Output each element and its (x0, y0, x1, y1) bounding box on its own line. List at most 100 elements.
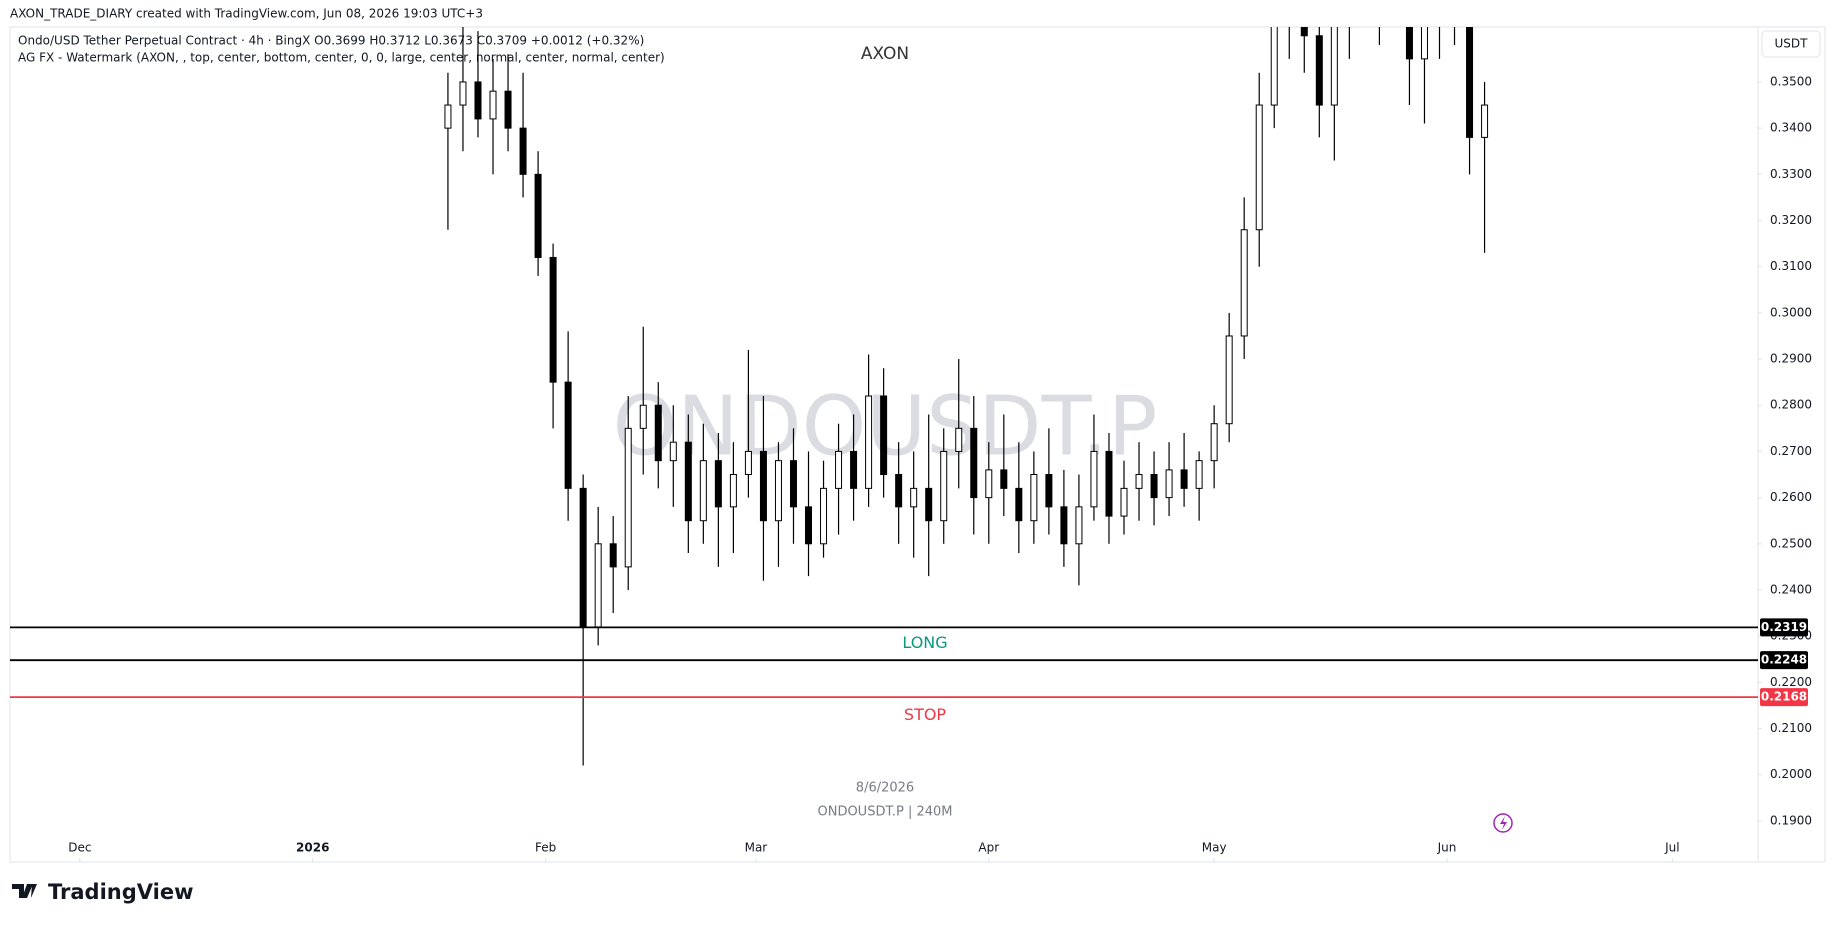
x-tick-label: Mar (745, 841, 768, 855)
candle-body (835, 450, 843, 489)
y-tick-label: 0.2400 (1770, 582, 1812, 596)
price-label: 0.2248 (1761, 653, 1807, 667)
y-tick-label: 0.3100 (1770, 259, 1812, 273)
candle-body (549, 256, 557, 383)
candle-body (895, 474, 903, 508)
y-tick-label: 0.3400 (1770, 121, 1812, 135)
candle-body (910, 487, 918, 508)
candle-body (805, 506, 813, 545)
candle-body (1105, 450, 1113, 517)
candle-body (534, 173, 542, 258)
candle-body (1315, 35, 1323, 106)
x-tick-label: Jun (1437, 841, 1457, 855)
watermark-top: AXON (861, 44, 909, 64)
candle-body (1405, 27, 1413, 60)
candle-body (1286, 0, 1292, 13)
y-tick-label: 0.2600 (1770, 490, 1812, 504)
candle-body (1300, 27, 1308, 37)
candle-body (1015, 487, 1023, 522)
y-tick-label: 0.3500 (1770, 74, 1812, 88)
candle-body (504, 90, 512, 129)
candle-body (1330, 27, 1338, 106)
y-tick-label: 0.2200 (1770, 675, 1812, 689)
candle-body (925, 487, 933, 522)
legend-line: Ondo/USD Tether Perpetual Contract · 4h … (18, 34, 644, 48)
candle-body (1000, 469, 1008, 489)
candle-body (1150, 474, 1158, 499)
candle-body (1452, 0, 1458, 8)
candle-body (564, 381, 572, 489)
y-tick-label: 0.1900 (1770, 813, 1812, 827)
price-label-box (1760, 688, 1808, 707)
candle-body (1195, 460, 1203, 489)
x-tick-label: Jul (1664, 841, 1679, 855)
price-label: 0.2168 (1761, 690, 1807, 704)
chart-frame (9, 26, 1826, 863)
candle-body (1075, 506, 1083, 545)
price-label-box (1760, 651, 1808, 670)
candle-body (1165, 469, 1173, 499)
y-tick-label: 0.3300 (1770, 167, 1812, 181)
annotation: LONG (902, 633, 947, 652)
currency-button[interactable] (1761, 30, 1821, 58)
candle-body (774, 460, 782, 522)
event-icon[interactable] (1493, 813, 1513, 833)
x-tick-label: May (1202, 841, 1227, 855)
y-tick-label: 0.2100 (1770, 721, 1812, 735)
candle-body (609, 543, 617, 568)
candle-body (1090, 450, 1098, 508)
candle-body (1135, 474, 1143, 489)
x-tick-label: Dec (68, 841, 91, 855)
y-tick-label: 0.2500 (1770, 536, 1812, 550)
plot (444, 0, 1489, 766)
candle-body (744, 450, 752, 476)
y-tick-label: 0.2000 (1770, 767, 1812, 781)
candle-body (654, 404, 662, 462)
candle-body (489, 90, 497, 120)
candle-body (624, 427, 632, 568)
currency-label: USDT (1775, 37, 1809, 51)
candle-body (699, 460, 707, 522)
logo: TradingView (12, 880, 193, 904)
indicator-line: AG FX - Watermark (AXON, , top, center, … (18, 51, 665, 65)
candle-body (1481, 104, 1489, 138)
x-tick-label: Apr (978, 841, 999, 855)
candle-body (1060, 506, 1068, 545)
candle-body (1255, 104, 1263, 231)
price-label: 0.2319 (1761, 620, 1807, 634)
candle-body (1420, 27, 1428, 60)
candle-body (880, 395, 888, 476)
symbol-label: ONDOUSDT.P | 240M (817, 805, 952, 820)
candle-body (865, 395, 873, 489)
candle-body (579, 487, 587, 628)
candle-body (1240, 229, 1248, 337)
candle-body (1045, 474, 1053, 508)
candle-body (940, 450, 948, 522)
candle-body (1466, 27, 1474, 138)
header: AXON_TRADE_DIARY created with TradingVie… (10, 7, 483, 21)
candle-body (594, 543, 602, 628)
y-tick-label: 0.3200 (1770, 213, 1812, 227)
x-tick-label: Feb (535, 841, 556, 855)
candle-body (1120, 487, 1128, 517)
date-label: 8/6/2026 (856, 781, 914, 796)
candle-body (850, 450, 858, 489)
y-tick-label: 0.2900 (1770, 352, 1812, 366)
candle-body (474, 81, 482, 120)
candle-body (684, 441, 692, 522)
y-tick-label: 0.2700 (1770, 444, 1812, 458)
candle-body (639, 404, 647, 429)
y-tick-label: 0.2800 (1770, 398, 1812, 412)
logo-text: TradingView (48, 880, 193, 904)
candle-body (955, 427, 963, 452)
candle-body (459, 81, 467, 106)
candle-body (985, 469, 993, 499)
candle-body (820, 487, 828, 545)
candle-body (729, 474, 737, 508)
candle-body (970, 427, 978, 499)
annotation: STOP (904, 705, 947, 724)
candle-body (1436, 0, 1442, 13)
candle-body (444, 104, 452, 129)
